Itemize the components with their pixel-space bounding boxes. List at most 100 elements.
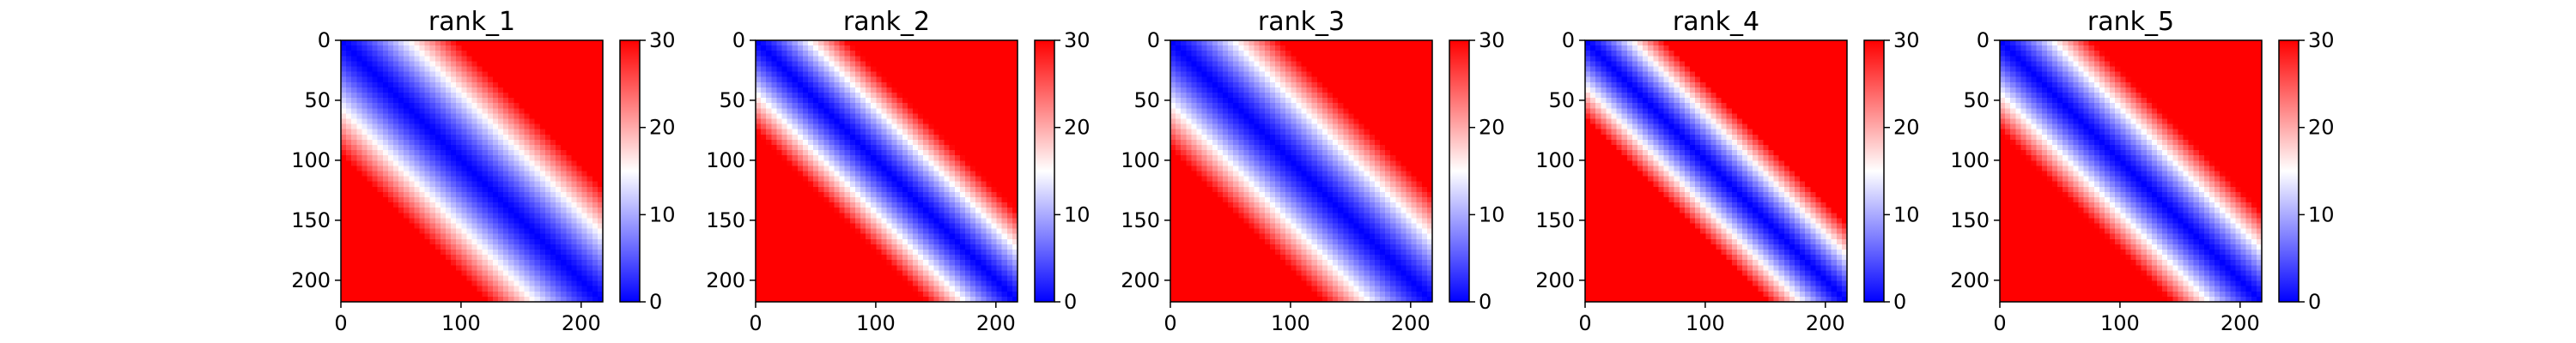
- heatmap-cell: [959, 155, 966, 161]
- heatmap-cell: [581, 150, 588, 156]
- heatmap-cell: [576, 129, 583, 135]
- heatmap-cell: [991, 61, 998, 68]
- heatmap-cell: [1006, 103, 1013, 109]
- heatmap-cell: [834, 208, 841, 214]
- heatmap-cell: [902, 139, 908, 146]
- heatmap-cell: [556, 45, 562, 51]
- heatmap-cell: [975, 160, 981, 166]
- heatmap-cell: [981, 186, 987, 193]
- heatmap-cell: [434, 296, 441, 303]
- heatmap-cell: [907, 93, 914, 99]
- heatmap-cell: [586, 186, 593, 193]
- heatmap-cell: [849, 155, 856, 161]
- heatmap-cell: [876, 186, 882, 193]
- heatmap-cell: [424, 244, 431, 250]
- heatmap-cell: [351, 71, 357, 78]
- heatmap-cell: [881, 87, 888, 93]
- heatmap-cell: [876, 81, 882, 88]
- heatmap-cell: [544, 129, 551, 135]
- heatmap-cell: [466, 218, 473, 225]
- heatmap-cell: [787, 238, 793, 245]
- heatmap-cell: [849, 238, 856, 245]
- heatmap-cell: [928, 286, 934, 292]
- heatmap-cell: [829, 181, 835, 188]
- heatmap-cell: [451, 150, 457, 156]
- heatmap-cell: [986, 123, 993, 130]
- heatmap-cell: [566, 191, 572, 198]
- heatmap-cell: [776, 66, 783, 73]
- heatmap-cell: [933, 228, 940, 235]
- heatmap-cell: [1006, 160, 1013, 166]
- heatmap-cell: [341, 265, 347, 271]
- heatmap-cell: [844, 280, 851, 287]
- heatmap-cell: [539, 260, 546, 266]
- heatmap-cell: [487, 81, 494, 88]
- heatmap-cell: [544, 218, 551, 225]
- heatmap-cell: [534, 186, 541, 193]
- heatmap-cell: [1006, 108, 1013, 114]
- heatmap-cell: [503, 233, 509, 240]
- heatmap-cell: [981, 145, 987, 151]
- heatmap-cell: [860, 270, 866, 277]
- heatmap-cell: [756, 56, 762, 62]
- heatmap-cell: [802, 40, 809, 46]
- heatmap-cell: [571, 123, 578, 130]
- heatmap-cell: [823, 61, 829, 68]
- heatmap-cell: [351, 218, 357, 225]
- heatmap-cell: [781, 145, 788, 151]
- heatmap-cell: [404, 71, 410, 78]
- heatmap-cell: [429, 139, 436, 146]
- heatmap-cell: [913, 98, 919, 104]
- heatmap-cell: [986, 87, 993, 93]
- heatmap-cell: [896, 81, 903, 88]
- heatmap-cell: [576, 270, 583, 277]
- heatmap-cell: [854, 66, 861, 73]
- heatmap-cell: [419, 98, 426, 104]
- heatmap-cell: [1006, 171, 1013, 178]
- heatmap-cell: [550, 134, 556, 141]
- heatmap-cell: [387, 218, 394, 225]
- heatmap-cell: [1001, 218, 1008, 225]
- heatmap-cell: [928, 244, 934, 250]
- heatmap-cell: [834, 296, 841, 303]
- heatmap-cell: [544, 202, 551, 208]
- heatmap-cell: [503, 113, 509, 120]
- heatmap-cell: [776, 76, 783, 83]
- heatmap-cell: [970, 213, 976, 219]
- heatmap-cell: [781, 250, 788, 256]
- heatmap-cell: [498, 228, 504, 235]
- heatmap-cell: [539, 129, 546, 135]
- heatmap-cell: [393, 76, 399, 83]
- heatmap-cell: [781, 81, 788, 88]
- heatmap-cell: [756, 113, 762, 120]
- heatmap-cell: [382, 296, 389, 303]
- heatmap-cell: [975, 66, 981, 73]
- heatmap-cell: [1006, 139, 1013, 146]
- heatmap-cell: [503, 61, 509, 68]
- heatmap-cell: [498, 280, 504, 287]
- heatmap-cell: [756, 87, 762, 93]
- heatmap-cell: [592, 191, 598, 198]
- heatmap-cell: [377, 197, 384, 203]
- heatmap-cell: [787, 270, 793, 277]
- heatmap-cell: [571, 118, 578, 125]
- heatmap-cell: [529, 76, 536, 83]
- heatmap-cell: [487, 186, 494, 193]
- heatmap-cell: [954, 123, 961, 130]
- heatmap-cell: [346, 139, 352, 146]
- heatmap-cell: [377, 45, 384, 51]
- heatmap-cell: [356, 51, 362, 57]
- heatmap-cell: [986, 98, 993, 104]
- heatmap-cell: [409, 129, 415, 135]
- heatmap-cell: [886, 223, 893, 230]
- heatmap-cell: [544, 296, 551, 303]
- heatmap-cell: [471, 213, 478, 219]
- heatmap-cell: [446, 191, 452, 198]
- heatmap-cell: [876, 45, 882, 51]
- heatmap-cell: [886, 108, 893, 114]
- heatmap-cell: [440, 61, 447, 68]
- heatmap-cell: [954, 113, 961, 120]
- heatmap-cell: [1006, 40, 1013, 46]
- heatmap-cell: [923, 218, 929, 225]
- heatmap-cell: [756, 45, 762, 51]
